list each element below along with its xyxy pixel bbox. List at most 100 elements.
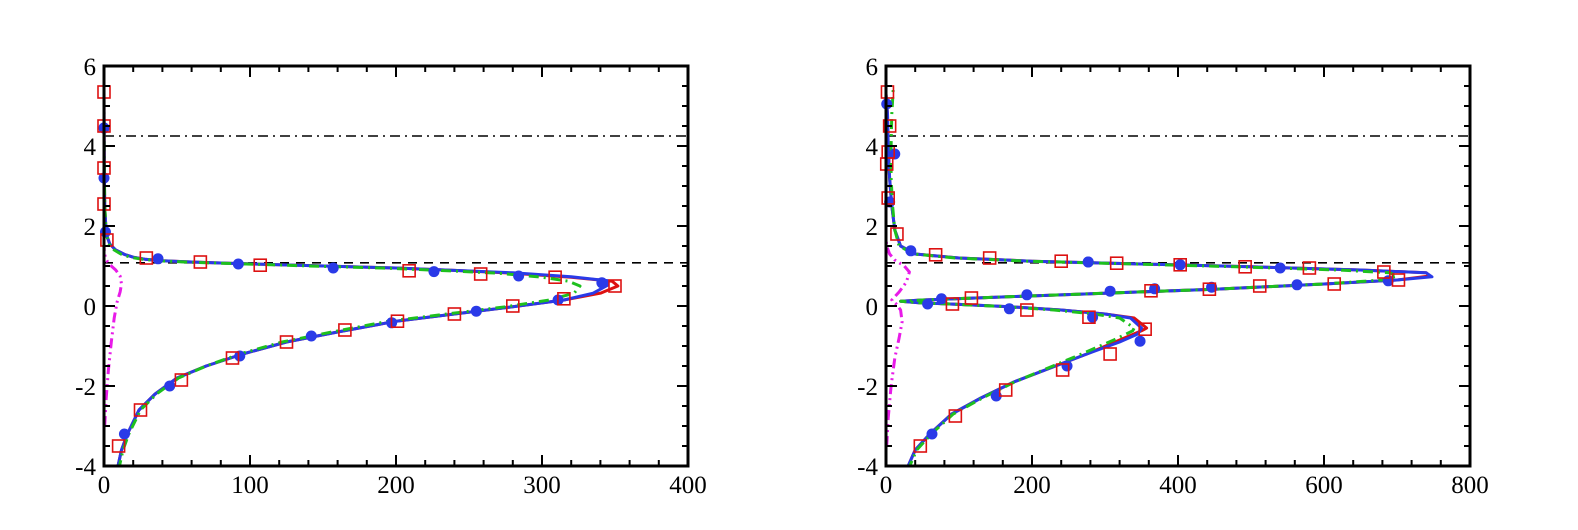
series-line-magenta-dashdotdot: [104, 245, 123, 427]
marker-point-red-squares: [279, 335, 294, 349]
marker-point-red-squares: [1202, 282, 1217, 297]
marker-point-red-squares: [1054, 254, 1068, 268]
y-tick-label: 0: [84, 294, 97, 321]
marker-point-blue-circles: [232, 258, 244, 270]
marker-point-red-squares: [881, 191, 895, 205]
marker-point-red-squares: [982, 251, 997, 265]
marker-point-red-squares: [1238, 259, 1252, 274]
marker-point-red-squares: [473, 267, 488, 281]
marker-point-red-squares: [890, 227, 904, 241]
marker-point-red-squares: [948, 409, 963, 423]
marker-point-blue-circles: [596, 277, 608, 289]
x-tick-label: 400: [1159, 472, 1197, 499]
marker-point-blue-circles: [1134, 335, 1146, 347]
marker-point-blue-circles: [164, 380, 176, 392]
marker-point-blue-circles: [1104, 285, 1116, 297]
marker-point-blue-circles: [926, 428, 938, 440]
marker-point-red-squares: [447, 307, 462, 321]
series-line-red-solid: [104, 85, 620, 466]
marker-point-blue-circles: [1174, 259, 1186, 271]
marker-point-blue-circles: [1003, 303, 1015, 315]
marker-point-red-squares: [882, 119, 897, 133]
marker-point-blue-circles: [152, 253, 164, 265]
marker-point-blue-circles: [1021, 289, 1033, 301]
marker-point-blue-circles: [513, 270, 525, 282]
marker-point-blue-circles: [922, 298, 934, 310]
marker-point-red-squares: [111, 439, 126, 453]
marker-point-red-squares: [964, 291, 979, 305]
marker-point-blue-circles: [470, 305, 482, 317]
y-tick-label: -2: [857, 374, 878, 401]
marker-point-red-squares: [557, 291, 571, 306]
x-tick-label: 600: [1305, 472, 1343, 499]
marker-point-red-squares: [998, 383, 1013, 397]
marker-point-blue-circles: [234, 350, 246, 362]
marker-point-red-squares: [390, 314, 405, 329]
marker-point-blue-circles: [905, 245, 917, 257]
marker-point-red-squares: [913, 439, 928, 453]
x-tick-label: 200: [1013, 472, 1051, 499]
x-tick-label: 400: [669, 472, 707, 499]
x-tick-label: 200: [377, 472, 415, 499]
plot-area: [104, 85, 688, 466]
marker-point-red-squares: [1020, 303, 1034, 317]
marker-point-red-squares: [1302, 261, 1317, 275]
marker-point-red-squares: [1055, 363, 1070, 377]
marker-point-red-squares: [402, 263, 416, 278]
x-tick-label: 300: [523, 472, 561, 499]
plot-area: [886, 87, 1470, 466]
marker-point-red-squares: [1377, 265, 1391, 279]
series-line-green-dashdot: [104, 85, 582, 466]
marker-point-blue-circles: [1206, 281, 1218, 293]
marker-point-blue-circles: [1061, 360, 1073, 372]
marker-point-blue-circles: [327, 262, 339, 274]
marker-point-red-squares: [253, 258, 268, 273]
marker-point-red-squares: [1138, 322, 1152, 337]
y-tick-label: 2: [866, 214, 879, 241]
panel-left: 0 100 200 300 400 -4 -2 0 2 4 6: [75, 54, 707, 499]
y-tick-label: 4: [866, 134, 879, 161]
x-tick-label: 800: [1451, 472, 1489, 499]
marker-point-red-squares: [133, 403, 148, 417]
marker-point-red-squares: [945, 297, 960, 311]
marker-point-red-squares: [193, 255, 208, 269]
y-tick-label: 2: [84, 214, 97, 241]
panel-right: 0 200 400 600 800 -4 -2 0 2 4 6: [857, 54, 1489, 499]
marker-point-blue-circles: [935, 293, 947, 305]
marker-point-red-squares: [1109, 256, 1124, 271]
marker-point-blue-circles: [1291, 279, 1303, 291]
series-line-magenta-dashdotdot: [886, 237, 911, 447]
y-tick-label: -2: [75, 374, 96, 401]
series-line-blue-solid: [104, 85, 610, 466]
x-tick-label: 100: [231, 472, 269, 499]
marker-point-red-squares: [1144, 283, 1158, 298]
marker-point-red-squares: [1327, 277, 1342, 291]
y-tick-label: 0: [866, 294, 879, 321]
y-tick-label: 6: [866, 54, 879, 81]
marker-point-blue-circles: [1087, 311, 1099, 323]
y-tick-label: -4: [857, 454, 878, 481]
marker-point-red-squares: [1252, 279, 1267, 293]
series-line-green-dashdot: [889, 87, 1399, 466]
marker-point-red-squares: [1391, 273, 1406, 287]
marker-point-red-squares: [174, 373, 189, 387]
marker-point-red-squares: [928, 248, 943, 262]
marker-point-red-squares: [1082, 310, 1096, 325]
marker-point-red-squares: [608, 279, 622, 293]
marker-point-red-squares: [338, 323, 352, 337]
y-tick-label: 6: [84, 54, 97, 81]
axes-frame: [102, 64, 690, 468]
marker-point-blue-circles: [428, 266, 440, 278]
marker-point-red-squares: [225, 351, 240, 365]
marker-point-blue-circles: [305, 330, 317, 342]
x-tick-label: 0: [880, 472, 893, 499]
x-tick-label: 0: [98, 472, 111, 499]
marker-point-blue-circles: [1274, 262, 1286, 274]
marker-point-red-squares: [1173, 257, 1187, 272]
marker-point-blue-circles: [1082, 256, 1094, 268]
marker-point-red-squares: [1103, 347, 1117, 361]
marker-point-red-squares: [139, 251, 154, 265]
marker-point-red-squares: [505, 299, 520, 313]
marker-point-blue-circles: [118, 428, 130, 440]
